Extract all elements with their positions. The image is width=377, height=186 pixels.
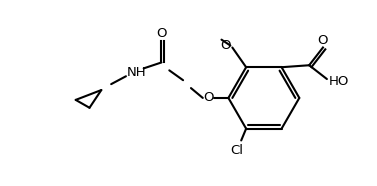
Text: Cl: Cl	[230, 144, 243, 157]
Text: O: O	[204, 92, 214, 104]
Text: HO: HO	[328, 76, 349, 89]
Text: O: O	[220, 39, 231, 52]
Text: NH: NH	[127, 66, 147, 79]
Text: O: O	[318, 34, 328, 47]
Text: O: O	[156, 27, 167, 40]
